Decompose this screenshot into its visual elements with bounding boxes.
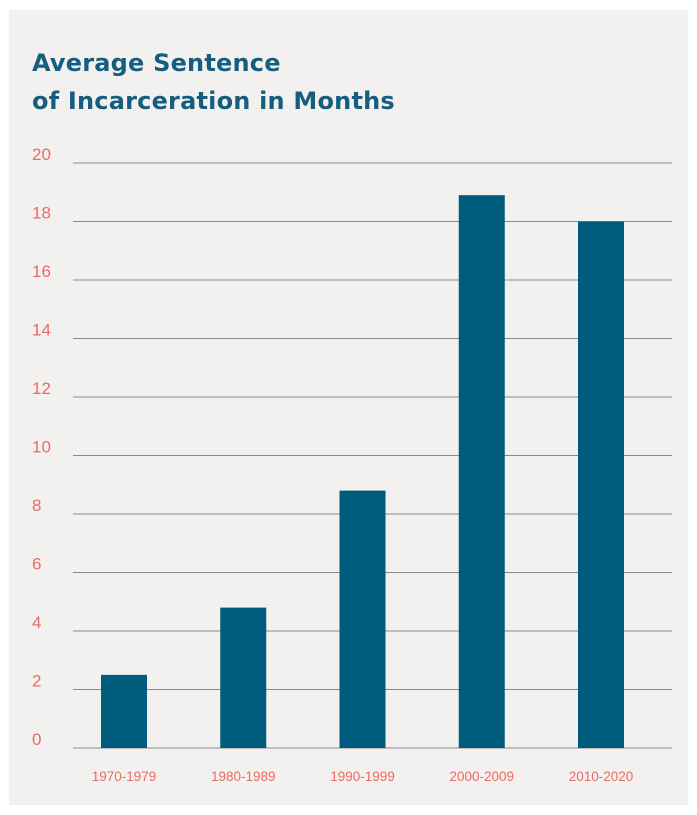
x-tick-label: 1970-1979 — [92, 769, 157, 784]
y-tick-label: 4 — [32, 613, 41, 632]
y-tick-label: 20 — [32, 145, 51, 164]
y-tick-label: 14 — [32, 321, 51, 340]
bar — [101, 674, 147, 748]
chart-title-line-2: of Incarceration in Months — [32, 87, 395, 115]
chart-title-line-1: Average Sentence — [32, 49, 281, 77]
y-tick-label: 6 — [32, 555, 41, 574]
y-tick-label: 8 — [32, 496, 41, 515]
bar — [578, 221, 624, 748]
x-tick-label: 1990-1999 — [330, 769, 395, 784]
y-tick-label: 10 — [32, 438, 51, 457]
y-tick-label: 12 — [32, 379, 51, 398]
y-tick-label: 16 — [32, 262, 51, 281]
bar — [339, 490, 386, 748]
bar — [458, 195, 505, 749]
chart-title: Average Sentence of Incarceration in Mon… — [32, 44, 395, 120]
x-tick-label: 2000-2009 — [449, 769, 514, 784]
x-tick-label: 2010-2020 — [569, 769, 634, 784]
x-tick-label: 1980-1989 — [211, 769, 276, 784]
y-tick-label: 2 — [32, 672, 41, 691]
y-tick-label: 0 — [32, 730, 41, 749]
bar — [220, 607, 267, 748]
y-tick-label: 18 — [32, 204, 51, 223]
